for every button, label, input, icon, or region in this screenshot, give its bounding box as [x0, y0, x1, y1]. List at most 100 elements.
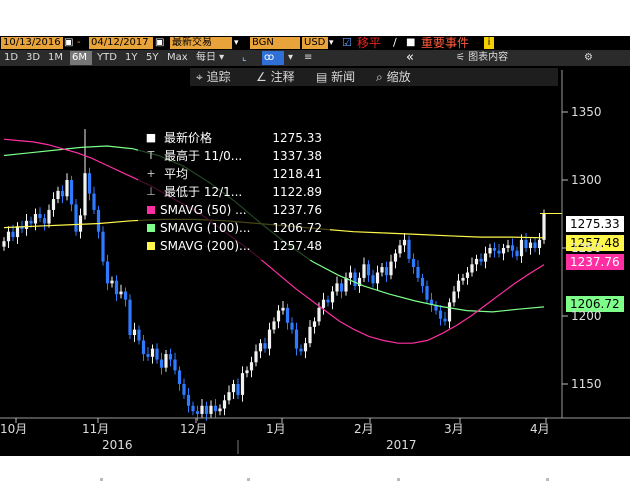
dot	[546, 478, 549, 481]
track-label: 追踪	[206, 70, 231, 84]
candle-body	[411, 258, 416, 268]
candle-body	[182, 384, 186, 395]
gear-icon[interactable]: ⚙	[584, 52, 593, 63]
price-tag: 1257.48	[566, 235, 624, 251]
pencil-icon[interactable]: /	[393, 36, 397, 49]
price-tag: 1275.33	[566, 216, 624, 232]
candle-body	[155, 348, 159, 360]
start-date-field[interactable]: 10/13/2016	[1, 37, 63, 49]
frequency-select[interactable]: 每日 ▾	[196, 52, 225, 63]
track-tool[interactable]: ⌖ 追踪	[196, 68, 231, 86]
crosshair-icon: ⌖	[196, 70, 203, 84]
calendar-icon[interactable]: ▣	[64, 37, 74, 48]
period-3d[interactable]: 3D	[26, 52, 41, 63]
end-date-field[interactable]: 04/12/2017	[89, 37, 153, 49]
candle-body	[371, 275, 375, 284]
period-1y[interactable]: 1Y	[125, 52, 138, 63]
period-6m[interactable]: 6M	[70, 51, 92, 65]
annotate-tool[interactable]: ∠ 注释	[256, 68, 295, 86]
chart-content-button[interactable]: ⚟ 图表内容	[456, 52, 509, 63]
candle-body	[533, 242, 537, 248]
candle-body	[384, 267, 389, 276]
period-toolbar: 1D 3D 1M 6M YTD 1Y 5Y Max 每日 ▾ ⌞ ꝏ ▾ ≡ «…	[0, 50, 630, 66]
candle-body	[150, 348, 155, 357]
dot	[100, 478, 103, 481]
price-chart[interactable]: ⌖ 追踪 ∠ 注释 ▤ 新闻 ⌕ 缩放 ■ 最新价格 1275.33 T 最高于…	[0, 66, 630, 456]
candle-body	[69, 180, 74, 205]
last-price-icon: ■	[145, 131, 157, 144]
candle-body	[447, 302, 452, 322]
candle-body	[222, 400, 227, 409]
candle-body	[186, 394, 191, 406]
candle-body	[290, 322, 294, 330]
legend-name: 最高于 11/0...	[164, 149, 243, 163]
chart-type-icon[interactable]: ⌞	[242, 52, 247, 63]
checkbox-icon[interactable]: ☑	[342, 36, 352, 49]
news-tool[interactable]: ▤ 新闻	[316, 68, 355, 86]
currency-select[interactable]: USD	[302, 37, 328, 49]
candle-body	[281, 307, 285, 311]
checkbox-icon[interactable]: ■	[406, 37, 416, 48]
average-marker-icon: +	[146, 167, 156, 180]
candle-body	[438, 310, 443, 319]
period-1m[interactable]: 1M	[48, 52, 63, 63]
candle-body	[492, 248, 497, 251]
dot	[397, 478, 400, 481]
table-icon[interactable]: ≡	[304, 52, 313, 63]
chart-tools-bar: ⌖ 追踪 ∠ 注释 ▤ 新闻 ⌕ 缩放	[190, 68, 558, 86]
candle-body	[402, 239, 407, 246]
chevron-down-icon[interactable]: ▾	[234, 38, 239, 48]
candle-body	[357, 277, 362, 287]
legend-name: 平均	[164, 167, 189, 181]
legend-value: 1257.48	[272, 239, 322, 253]
legend-value: 1218.41	[272, 167, 322, 181]
candle-body	[416, 267, 420, 278]
x-month-label: 10月	[0, 422, 28, 436]
legend-name: SMAVG (100)...	[160, 221, 251, 235]
candle-body	[119, 291, 123, 295]
calendar-icon[interactable]: ▣	[155, 37, 165, 48]
period-5y[interactable]: 5Y	[146, 52, 159, 63]
candle-body	[146, 354, 150, 357]
low-marker-icon: ⊥	[146, 185, 156, 198]
x-month-label: 1月	[266, 422, 286, 436]
candle-body	[470, 264, 474, 273]
candle-body	[519, 239, 524, 257]
annotate-label: 注释	[270, 70, 295, 84]
period-ytd[interactable]: YTD	[97, 52, 117, 63]
candle-style-icon[interactable]: ꝏ	[262, 51, 284, 65]
legend-value: 1237.76	[272, 203, 322, 217]
collapse-button[interactable]: «	[406, 50, 414, 65]
candle-body	[110, 280, 114, 284]
candle-body	[420, 277, 425, 287]
candle-body	[528, 242, 533, 248]
candle-body	[299, 348, 303, 352]
candle-body	[168, 354, 173, 360]
candle-body	[105, 261, 110, 284]
candle-body	[128, 299, 132, 336]
candle-body	[429, 299, 434, 306]
chevron-down-icon[interactable]: ▾	[329, 38, 334, 48]
events-label[interactable]: 重要事件	[421, 36, 470, 50]
candle-body	[191, 405, 195, 412]
info-badge-icon[interactable]: i	[484, 37, 494, 49]
period-max[interactable]: Max	[167, 52, 188, 63]
chevron-down-icon[interactable]: ▾	[288, 52, 294, 63]
date-separator: -	[77, 37, 81, 48]
chart-legend: ■ 最新价格 1275.33 T 最高于 11/0... 1337.38 + 平…	[138, 128, 330, 260]
candle-body	[344, 277, 348, 292]
bottom-dots	[0, 470, 630, 490]
move-label[interactable]: 移平	[357, 36, 382, 50]
period-1d[interactable]: 1D	[4, 52, 19, 63]
candle-body	[393, 253, 398, 262]
candle-body	[78, 215, 83, 232]
trade-type-select[interactable]: 最新交易	[170, 37, 232, 49]
candle-body	[312, 321, 317, 327]
candle-body	[479, 258, 483, 262]
high-marker-icon: T	[147, 149, 155, 162]
zoom-tool[interactable]: ⌕ 缩放	[376, 68, 411, 86]
security-select[interactable]: BGN	[250, 37, 300, 49]
candle-body	[33, 214, 38, 224]
legend-name: 最低于 12/1...	[164, 185, 243, 199]
candle-body	[159, 359, 164, 368]
